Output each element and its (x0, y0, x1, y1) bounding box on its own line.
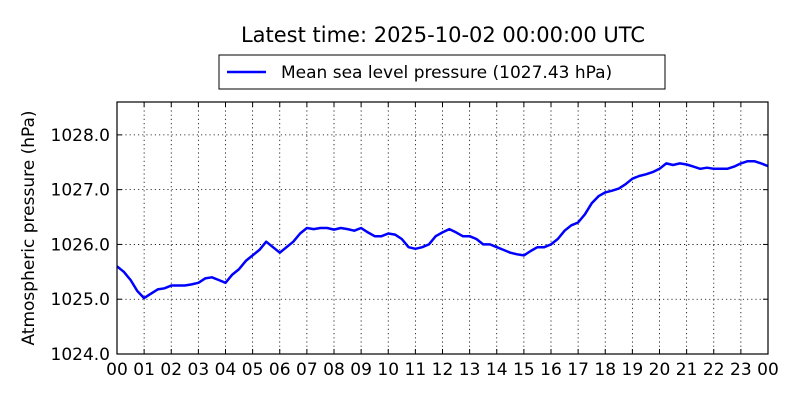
x-tick-label: 19 (622, 360, 644, 380)
x-tick-label: 09 (350, 360, 372, 380)
x-tick-label: 12 (432, 360, 454, 380)
x-tick-label: 20 (649, 360, 671, 380)
x-tick-label: 00 (106, 360, 128, 380)
x-tick-label: 00 (757, 360, 779, 380)
legend-label: Mean sea level pressure (1027.43 hPa) (281, 63, 612, 83)
grid (117, 102, 768, 354)
series-layer (116, 159, 769, 300)
series-line-mslp (116, 159, 769, 300)
y-tick-label: 1025.0 (51, 290, 110, 310)
x-tick-label: 14 (486, 360, 508, 380)
x-tick-label: 07 (296, 360, 318, 380)
x-tick-label: 05 (242, 360, 264, 380)
legend-box (218, 54, 666, 90)
ticks: 00 01 02 03 04 05 06 07 08 09 10 11 12 13 14 15 16 17 18 19… (51, 102, 779, 380)
y-axis-label: Atmospheric pressure (hPa) (19, 110, 39, 345)
legend: Mean sea level pressure (1027.43 hPa) (218, 54, 666, 90)
x-tick-label: 18 (594, 360, 616, 380)
x-tick-label: 22 (703, 360, 725, 380)
y-tick-label: 1028.0 (51, 126, 110, 146)
x-tick-label: 17 (567, 360, 589, 380)
x-tick-label: 08 (323, 360, 345, 380)
x-tick-label: 06 (269, 360, 291, 380)
x-tick-label: 11 (405, 360, 427, 380)
y-tick-label: 1026.0 (51, 235, 110, 255)
x-tick-label: 04 (215, 360, 237, 380)
x-tick-label: 23 (730, 360, 752, 380)
x-tick-label: 21 (676, 360, 698, 380)
x-tick-label: 01 (133, 360, 155, 380)
x-tick-label: 16 (540, 360, 562, 380)
chart-title: Latest time: 2025-10-02 00:00:00 UTC (241, 23, 645, 47)
x-tick-label: 13 (459, 360, 481, 380)
x-tick-label: 10 (377, 360, 399, 380)
x-tick-label: 02 (160, 360, 182, 380)
x-tick-label: 15 (513, 360, 535, 380)
y-tick-label: 1024.0 (51, 345, 110, 365)
y-tick-label: 1027.0 (51, 181, 110, 201)
x-tick-label: 03 (188, 360, 210, 380)
